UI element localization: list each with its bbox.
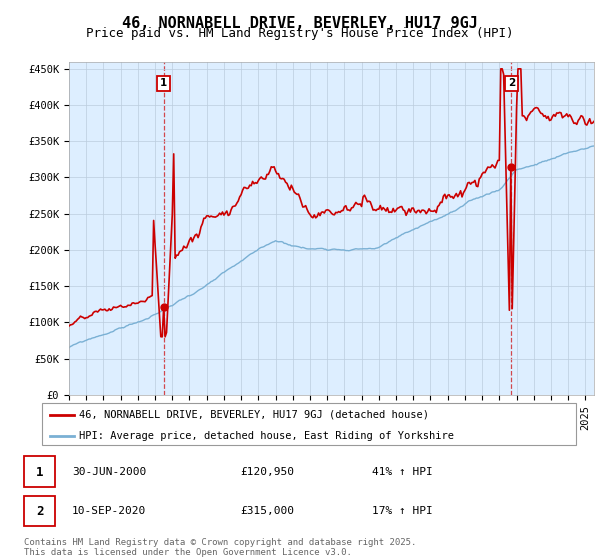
Text: 17% ↑ HPI: 17% ↑ HPI bbox=[372, 506, 433, 516]
Text: 2: 2 bbox=[508, 78, 515, 88]
Text: £315,000: £315,000 bbox=[240, 506, 294, 516]
Text: HPI: Average price, detached house, East Riding of Yorkshire: HPI: Average price, detached house, East… bbox=[79, 431, 454, 441]
Text: £120,950: £120,950 bbox=[240, 467, 294, 477]
Text: Contains HM Land Registry data © Crown copyright and database right 2025.
This d: Contains HM Land Registry data © Crown c… bbox=[24, 538, 416, 557]
Text: 46, NORNABELL DRIVE, BEVERLEY, HU17 9GJ: 46, NORNABELL DRIVE, BEVERLEY, HU17 9GJ bbox=[122, 16, 478, 31]
Text: 41% ↑ HPI: 41% ↑ HPI bbox=[372, 467, 433, 477]
Text: 2: 2 bbox=[36, 505, 43, 518]
Text: 1: 1 bbox=[160, 78, 167, 88]
Text: Price paid vs. HM Land Registry's House Price Index (HPI): Price paid vs. HM Land Registry's House … bbox=[86, 27, 514, 40]
Text: 1: 1 bbox=[36, 465, 43, 479]
Text: 10-SEP-2020: 10-SEP-2020 bbox=[72, 506, 146, 516]
Text: 46, NORNABELL DRIVE, BEVERLEY, HU17 9GJ (detached house): 46, NORNABELL DRIVE, BEVERLEY, HU17 9GJ … bbox=[79, 410, 430, 420]
Text: 30-JUN-2000: 30-JUN-2000 bbox=[72, 467, 146, 477]
